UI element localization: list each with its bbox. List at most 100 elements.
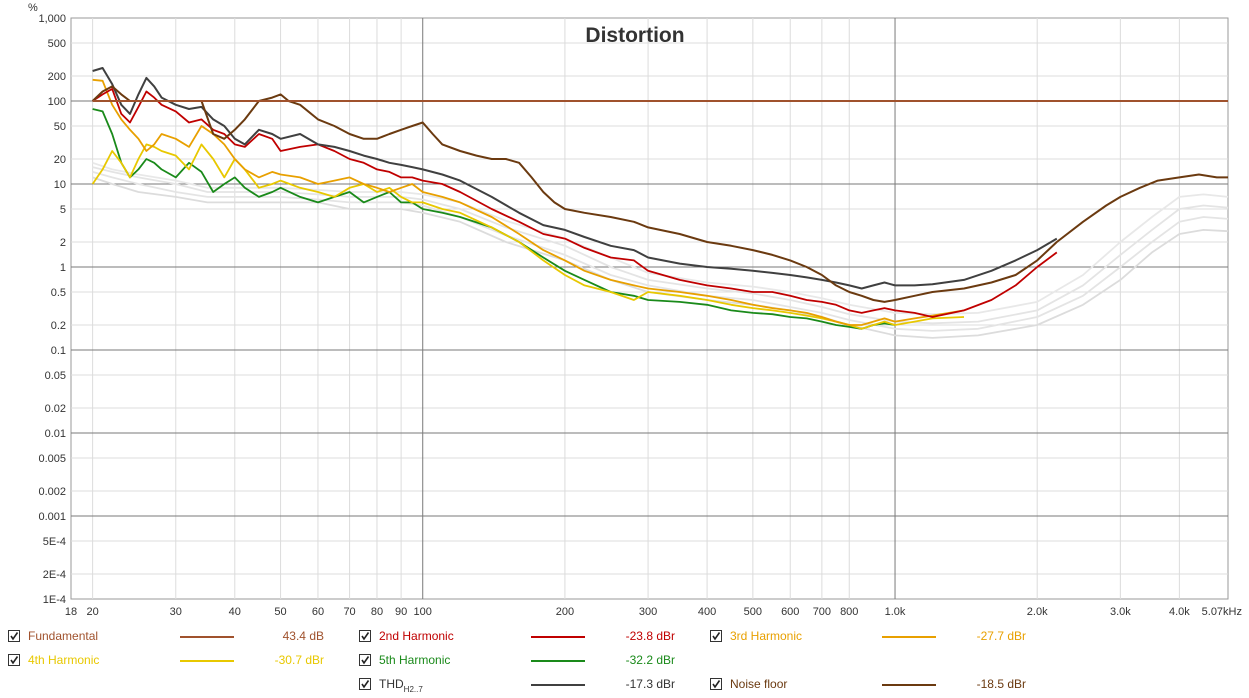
y-tick-label: 0.5 (51, 287, 66, 299)
legend-label-text: Fundamental (28, 629, 99, 643)
x-tick-label: 300 (639, 606, 657, 618)
series-line-2nd-harmonic (92, 88, 1058, 318)
legend-value: -23.8 dBr (625, 629, 675, 643)
y-axis-label: % (28, 2, 38, 14)
x-tick-label: 40 (229, 606, 241, 618)
legend-swatch (180, 660, 234, 662)
y-tick-label: 2 (60, 237, 66, 249)
checkmark-icon (361, 656, 370, 665)
x-tick-label: 20 (86, 606, 98, 618)
legend-label: 2nd Harmonic (379, 629, 454, 643)
legend-checkbox[interactable] (8, 630, 20, 642)
x-tick-label: 2.0k (1027, 606, 1048, 618)
series-line-4th-harmonic (91, 143, 965, 330)
legend-value: 43.4 dB (282, 629, 324, 643)
x-tick-label: 700 (813, 606, 831, 618)
legend-label: Fundamental (28, 629, 98, 643)
y-tick-label: 1 (60, 262, 66, 274)
checkmark-icon (712, 632, 721, 641)
y-tick-label: 0.001 (38, 511, 66, 523)
x-tick-label: 4.0k (1169, 606, 1190, 618)
legend-label: 5th Harmonic (379, 653, 450, 667)
legend-label-text: THD (379, 677, 404, 691)
x-tick-label: 200 (556, 606, 574, 618)
legend-checkbox[interactable] (359, 630, 371, 642)
series-line-5th-harmonic (92, 108, 896, 330)
legend-swatch (180, 636, 234, 638)
legend-item-3rd-harmonic: 3rd Harmonic -27.7 dBr (710, 628, 1040, 648)
legend-checkbox[interactable] (359, 678, 371, 690)
x-tick-label: 1.0k (885, 606, 906, 618)
checkmark-icon (10, 632, 19, 641)
checkmark-icon (361, 632, 370, 641)
x-tick-label: 18 (65, 606, 77, 618)
checkmark-icon (10, 656, 19, 665)
x-tick-label: 30 (170, 606, 182, 618)
y-tick-label: 500 (48, 38, 66, 50)
legend-checkbox[interactable] (710, 630, 722, 642)
legend-value: -17.3 dBr (625, 677, 675, 691)
legend-value: -18.5 dBr (976, 677, 1026, 691)
y-tick-label: 20 (54, 154, 66, 166)
x-tick-label: 3.0k (1110, 606, 1131, 618)
y-tick-label: 0.2 (51, 320, 66, 332)
series-line-noise-floor (91, 85, 1228, 303)
legend-item-5th-harmonic: 5th Harmonic -32.2 dBr (359, 652, 689, 672)
series-layer (91, 67, 1229, 339)
y-tick-label: 0.05 (45, 370, 66, 382)
legend-checkbox[interactable] (8, 654, 20, 666)
legend-value: -27.7 dBr (976, 629, 1026, 643)
legend-label: 3rd Harmonic (730, 629, 802, 643)
legend-item-4th-harmonic: 4th Harmonic -30.7 dBr (8, 652, 338, 672)
y-tick-label: 1E-4 (43, 594, 66, 606)
legend-label-text: Noise floor (730, 677, 788, 691)
series-line-noise-floor-2 (92, 176, 1229, 339)
y-tick-label: 2E-4 (43, 569, 66, 581)
x-tick-label: 500 (744, 606, 762, 618)
y-tick-label: 200 (48, 71, 66, 83)
legend-item-noise-floor: Noise floor -18.5 dBr (710, 676, 1040, 696)
y-tick-label: 1,000 (38, 13, 66, 25)
legend: Fundamental 43.4 dB 2nd Harmonic -23.8 dBr 3… (0, 622, 1249, 698)
y-axis-ticks: 1,000 500 200 100 50 20 10 5 2 1 0.5 0.2 0.1 0.05 0.02… (38, 13, 66, 606)
legend-swatch (882, 636, 936, 638)
legend-label-text: 4th Harmonic (28, 653, 100, 667)
y-tick-label: 0.005 (38, 453, 66, 465)
legend-value: -32.2 dBr (625, 653, 675, 667)
x-axis-ticks: 18 20 30 40 50 60 70 80 90 100 200 300 400 500 600 700 8… (65, 606, 1242, 618)
x-tick-label: 60 (312, 606, 324, 618)
legend-swatch (882, 684, 936, 686)
y-tick-label: 10 (54, 179, 66, 191)
legend-label: 4th Harmonic (28, 653, 99, 667)
series-line-thd (92, 67, 1058, 290)
plot-area (70, 17, 1229, 600)
y-tick-label: 5 (60, 204, 66, 216)
x-tick-label: 5.07kHz (1202, 606, 1242, 618)
legend-checkbox[interactable] (359, 654, 371, 666)
y-tick-label: 0.1 (51, 345, 66, 357)
checkmark-icon (712, 680, 721, 689)
legend-item-thd: THDH2..7 -17.3 dBr (359, 676, 689, 696)
legend-swatch (531, 636, 585, 638)
series-line-noise-floor-3 (92, 171, 1229, 332)
x-tick-label: 400 (698, 606, 716, 618)
legend-swatch (531, 660, 585, 662)
series-line-3rd-harmonic (92, 78, 965, 326)
x-tick-label: 600 (781, 606, 799, 618)
legend-item-2nd-harmonic: 2nd Harmonic -23.8 dBr (359, 628, 689, 648)
legend-label-subscript: H2..7 (403, 685, 423, 694)
legend-value: -30.7 dBr (274, 653, 324, 667)
legend-checkbox[interactable] (710, 678, 722, 690)
x-tick-label: 800 (840, 606, 858, 618)
x-tick-label: 100 (414, 606, 432, 618)
series-line-noise-floor-4 (92, 166, 1229, 325)
legend-swatch (531, 684, 585, 686)
x-tick-label: 90 (395, 606, 407, 618)
y-tick-label: 0.01 (45, 428, 66, 440)
chart-title: Distortion (585, 24, 684, 47)
x-tick-label: 70 (343, 606, 355, 618)
y-tick-label: 0.02 (45, 403, 66, 415)
y-tick-label: 0.002 (38, 486, 66, 498)
legend-item-fundamental: Fundamental 43.4 dB (8, 628, 338, 648)
legend-label-text: 2nd Harmonic (379, 629, 454, 643)
